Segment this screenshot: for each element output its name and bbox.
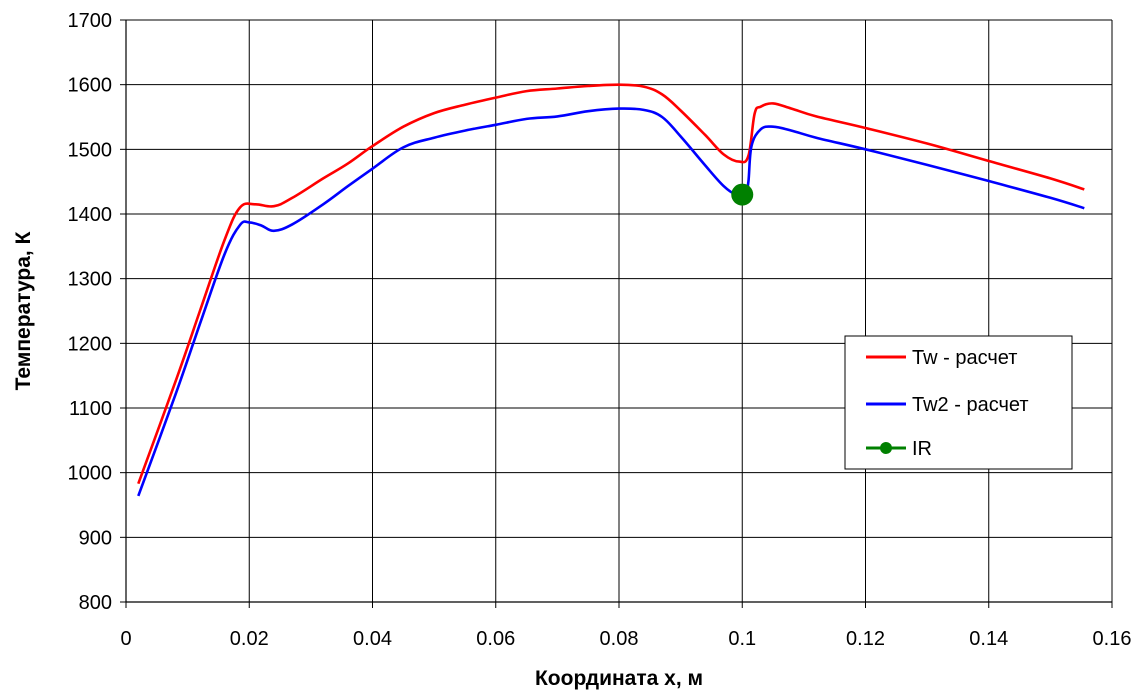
legend-label-tw: Tw - расчет (912, 347, 1017, 369)
y-tick-label-0: 800 (79, 592, 112, 614)
x-axis-title: Координата x, м (535, 667, 703, 690)
legend-item-tw: Tw - расчет (866, 347, 1017, 369)
x-tick-label-0: 0 (120, 628, 131, 650)
y-tick-label-3: 1100 (69, 398, 112, 420)
legend-label-tw2: Tw2 - расчет (912, 394, 1029, 416)
y-axis-title: Температура, К (12, 231, 35, 390)
y-tick-label-2: 1000 (68, 463, 113, 485)
x-tick-label-4: 0.08 (600, 628, 639, 650)
legend-marker-ir (880, 442, 892, 454)
axes (120, 19, 1113, 608)
y-tick-label-5: 1300 (68, 269, 113, 291)
x-tick-label-3: 0.06 (476, 628, 515, 650)
series-line-1 (137, 107, 1085, 497)
series-layer (137, 83, 1085, 497)
series-ir-point-0 (731, 183, 754, 206)
legend-label-ir: IR (912, 438, 932, 460)
x-tick-label-1: 0.02 (230, 628, 269, 650)
series-line-0 (137, 83, 1085, 485)
y-tick-label-1: 900 (79, 527, 112, 549)
tick-labels: 0 0.02 0.04 0.06 0.08 0.1 0.12 0.14 0.16 800 900 10… (68, 10, 1132, 650)
x-tick-label-7: 0.14 (969, 628, 1008, 650)
x-tick-label-5: 0.1 (728, 628, 756, 650)
y-tick-label-8: 1600 (68, 75, 113, 97)
x-tick-label-8: 0.16 (1093, 628, 1132, 650)
legend-item-tw2: Tw2 - расчет (866, 394, 1029, 416)
y-tick-label-9: 1700 (68, 10, 113, 32)
legend: Tw - расчет Tw2 - расчет IR (844, 335, 1073, 470)
y-tick-label-4: 1200 (68, 333, 113, 355)
x-tick-label-6: 0.12 (846, 628, 885, 650)
y-tick-label-6: 1400 (68, 204, 113, 226)
y-tick-label-7: 1500 (68, 139, 113, 161)
legend-item-ir: IR (866, 438, 932, 460)
x-tick-label-2: 0.04 (353, 628, 392, 650)
